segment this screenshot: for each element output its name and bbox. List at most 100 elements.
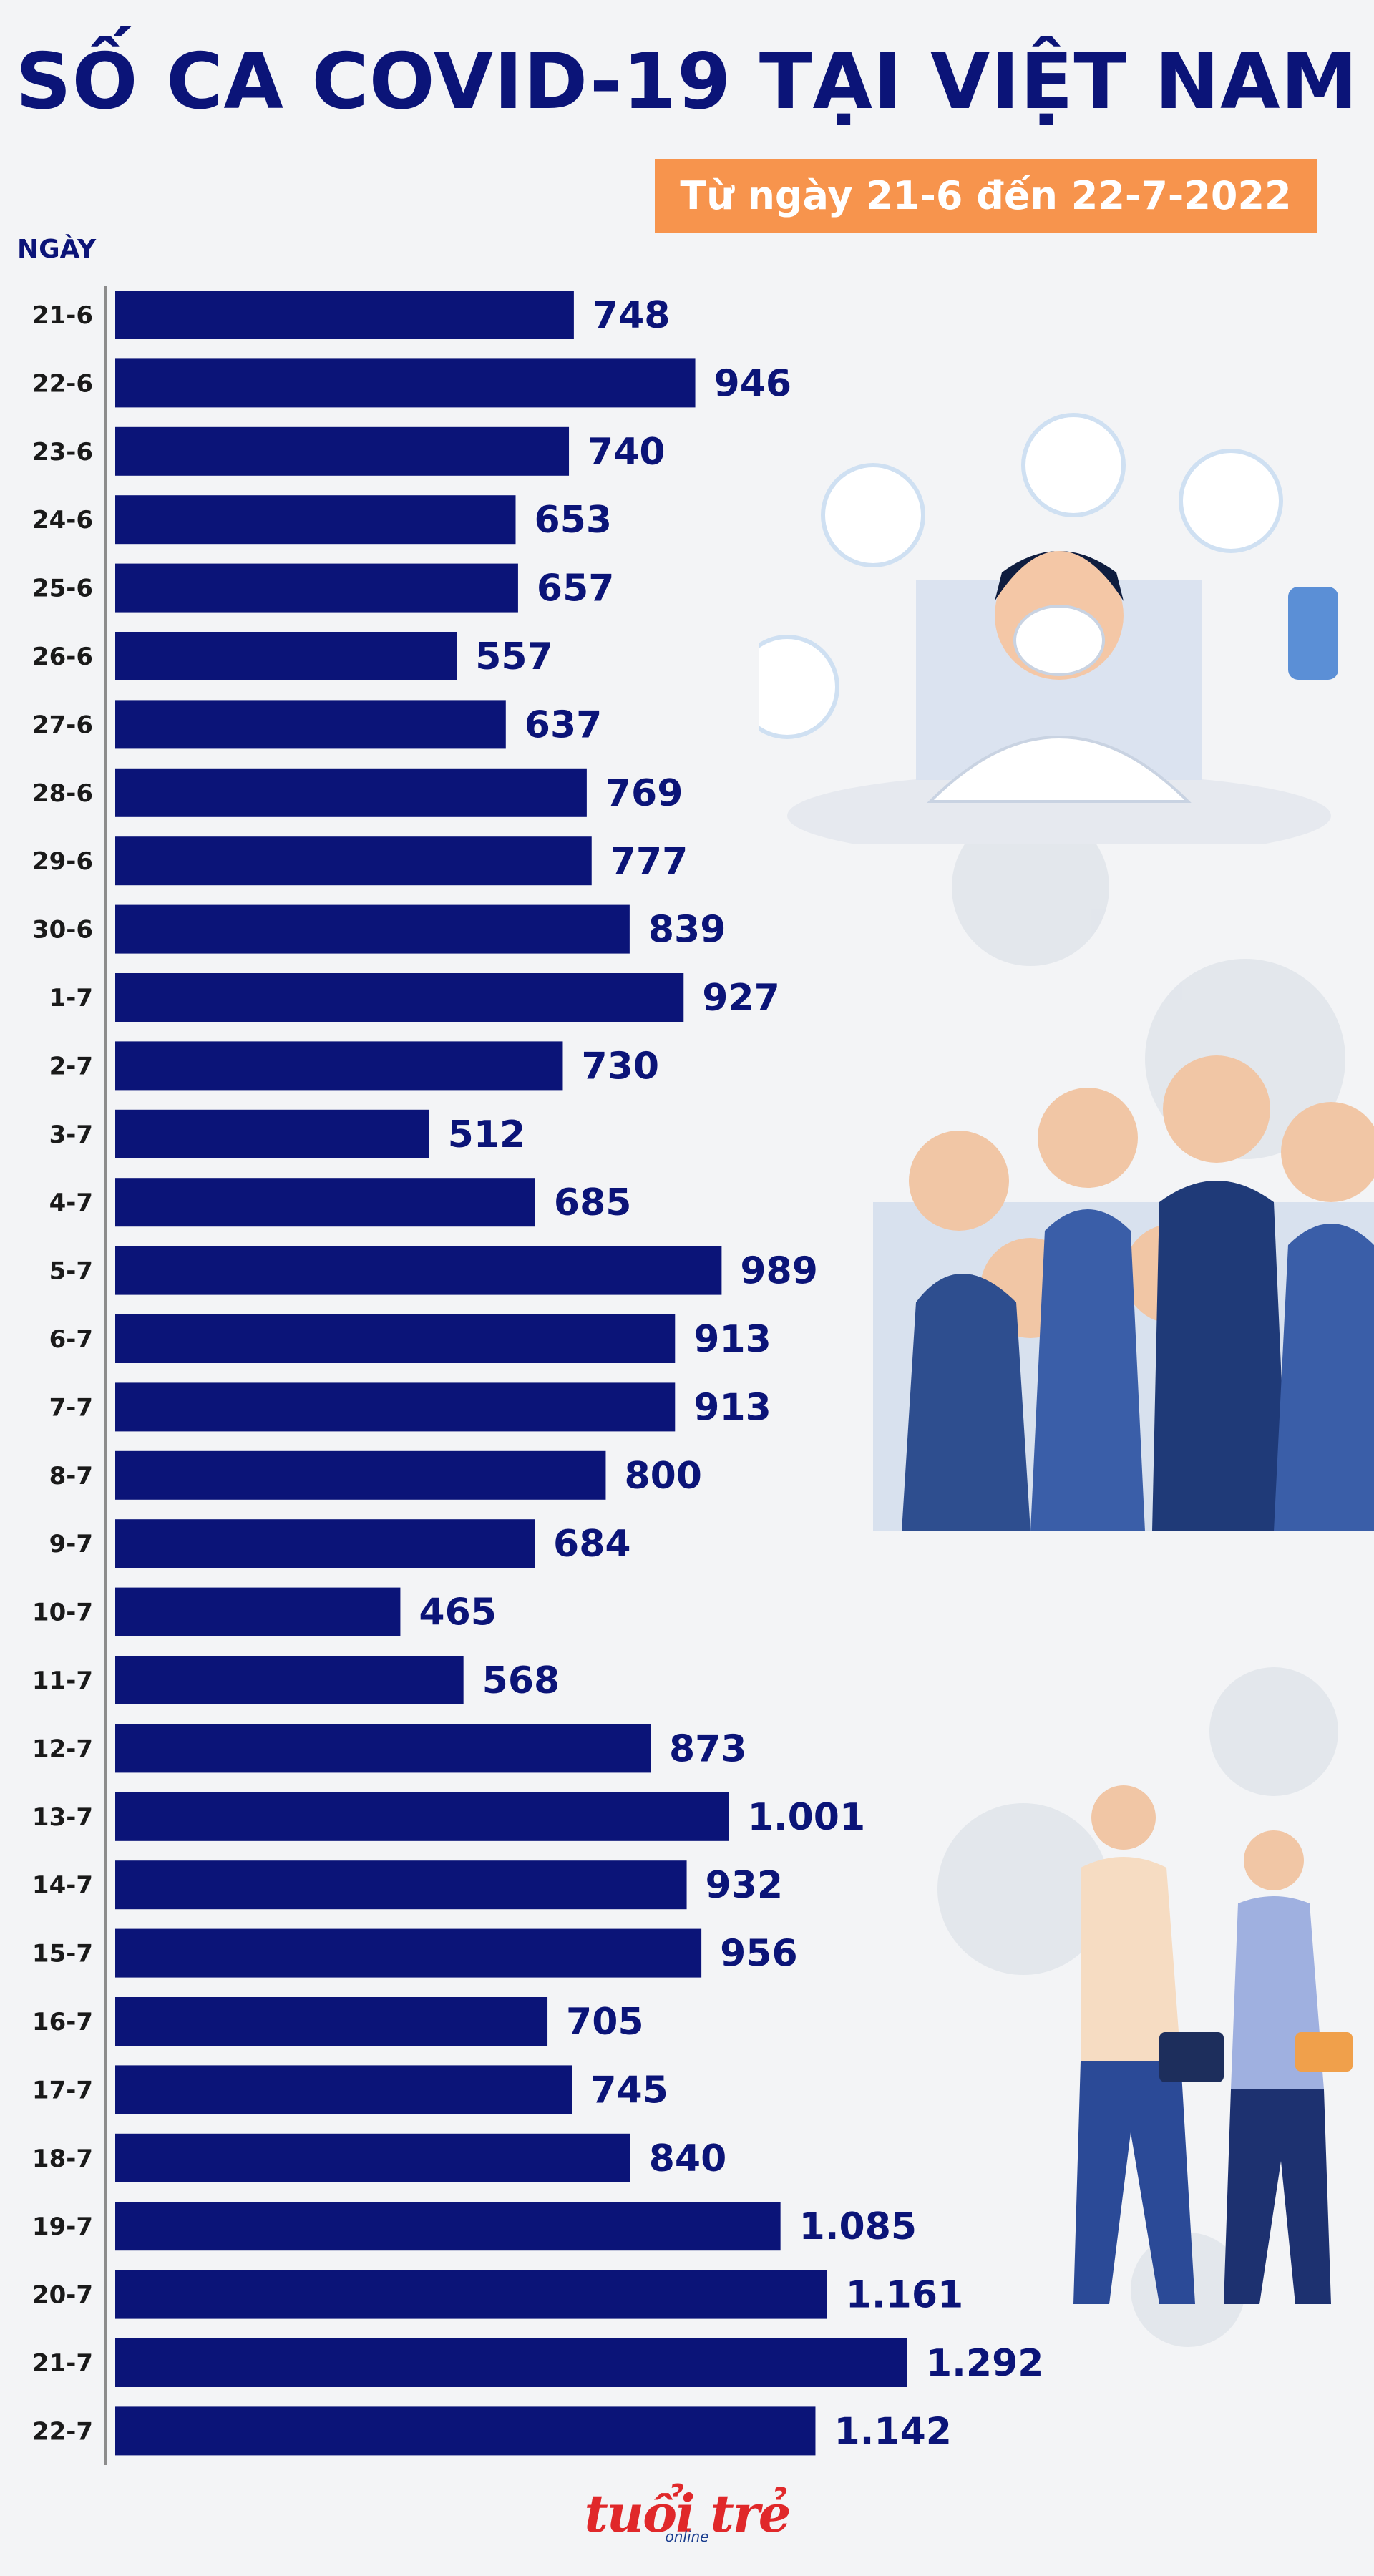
value-label: 1.161 <box>846 2274 963 2317</box>
category-label: 23-6 <box>32 438 93 467</box>
category-label: 13-7 <box>32 1803 93 1832</box>
page-title: SỐ CA COVID-19 TẠI VIỆT NAM <box>15 37 1359 127</box>
value-label: 512 <box>448 1113 526 1156</box>
category-label: 2-7 <box>49 1052 93 1080</box>
value-label: 777 <box>610 840 688 883</box>
logo-text: tuổi trẻ <box>584 2483 791 2544</box>
value-label: 685 <box>554 1181 632 1224</box>
value-label: 557 <box>475 635 553 678</box>
bar <box>115 2202 781 2251</box>
category-label: 16-7 <box>32 2008 93 2036</box>
category-label: 28-6 <box>32 779 93 808</box>
value-label: 932 <box>706 1864 784 1907</box>
bar <box>115 358 696 408</box>
value-label: 1.001 <box>748 1796 865 1839</box>
bar <box>115 1519 535 1568</box>
bar <box>115 495 516 545</box>
bar <box>115 904 630 954</box>
value-label: 956 <box>720 1933 798 1976</box>
value-label: 740 <box>588 431 666 474</box>
brand-logo: tuổi trẻ online <box>0 2483 1374 2545</box>
value-label: 840 <box>649 2137 727 2180</box>
bar <box>115 632 457 680</box>
category-label: 30-6 <box>32 916 93 945</box>
category-label: 22-7 <box>32 2417 93 2446</box>
value-label: 946 <box>714 362 792 405</box>
bar <box>115 2133 630 2182</box>
category-label: 26-6 <box>32 643 93 671</box>
category-label: 25-6 <box>32 575 93 603</box>
bar <box>115 1860 687 1910</box>
bar <box>115 700 506 749</box>
value-label: 769 <box>605 772 683 815</box>
value-label: 800 <box>624 1455 702 1498</box>
category-label: 6-7 <box>49 1325 93 1354</box>
value-label: 684 <box>553 1523 631 1566</box>
value-label: 748 <box>593 294 671 337</box>
value-label: 873 <box>669 1727 747 1770</box>
category-label: 27-6 <box>32 711 93 739</box>
bar <box>115 2338 907 2387</box>
category-label: 17-7 <box>32 2076 93 2104</box>
bar <box>115 1382 676 1432</box>
bar <box>115 768 587 817</box>
category-label: 7-7 <box>49 1393 93 1422</box>
value-label: 913 <box>693 1318 771 1361</box>
doctor-with-mask-icon <box>759 413 1338 844</box>
category-label: 10-7 <box>32 1599 93 1627</box>
category-label: 24-6 <box>32 506 93 535</box>
crowd-with-masks-icon <box>873 1055 1374 1531</box>
value-label: 657 <box>537 567 615 610</box>
value-label: 1.292 <box>926 2342 1043 2385</box>
value-label: 568 <box>482 1659 560 1702</box>
value-label: 839 <box>648 909 726 952</box>
value-label: 745 <box>590 2069 668 2112</box>
category-label: 20-7 <box>32 2281 93 2310</box>
bar <box>115 1246 722 1295</box>
value-label: 1.085 <box>799 2205 917 2248</box>
value-label: 705 <box>566 2001 644 2044</box>
category-label: 8-7 <box>49 1462 93 1491</box>
category-label: 11-7 <box>32 1667 93 1695</box>
category-label: 1-7 <box>49 984 93 1013</box>
bar <box>115 836 592 886</box>
bar <box>115 2065 572 2114</box>
category-label: 21-6 <box>32 301 93 330</box>
y-axis-line <box>104 286 107 2465</box>
category-label: 12-7 <box>32 1735 93 1763</box>
bar <box>115 426 570 476</box>
category-label: 22-6 <box>32 369 93 398</box>
bar <box>115 291 574 339</box>
bar <box>115 973 684 1022</box>
bar <box>115 1928 702 1978</box>
bar <box>115 1997 548 2046</box>
value-label: 637 <box>525 703 603 746</box>
bar <box>115 1587 401 1636</box>
logo-sub-text: online <box>665 2528 709 2545</box>
bar <box>115 2270 827 2319</box>
couple-walking-icon <box>1073 1785 1353 2304</box>
category-label: 9-7 <box>49 1530 93 1558</box>
category-label: 4-7 <box>49 1189 93 1217</box>
bar <box>115 1314 676 1363</box>
y-axis-label: NGÀY <box>17 235 97 264</box>
value-label: 465 <box>419 1591 497 1634</box>
value-label: 653 <box>534 499 612 542</box>
value-label: 730 <box>581 1045 659 1088</box>
bar <box>115 1724 651 1773</box>
bar <box>115 1109 429 1158</box>
value-label: 913 <box>693 1386 771 1429</box>
value-label: 927 <box>702 977 780 1020</box>
category-label: 29-6 <box>32 847 93 876</box>
bar <box>115 1450 606 1500</box>
bar <box>115 1792 729 1841</box>
category-label: 3-7 <box>49 1121 93 1149</box>
date-range-badge: Từ ngày 21-6 đến 22-7-2022 <box>655 159 1317 233</box>
value-label: 1.142 <box>834 2410 951 2453</box>
category-label: 18-7 <box>32 2145 93 2173</box>
value-label: 989 <box>740 1250 818 1293</box>
bar <box>115 1656 464 1704</box>
category-label: 5-7 <box>49 1257 93 1286</box>
